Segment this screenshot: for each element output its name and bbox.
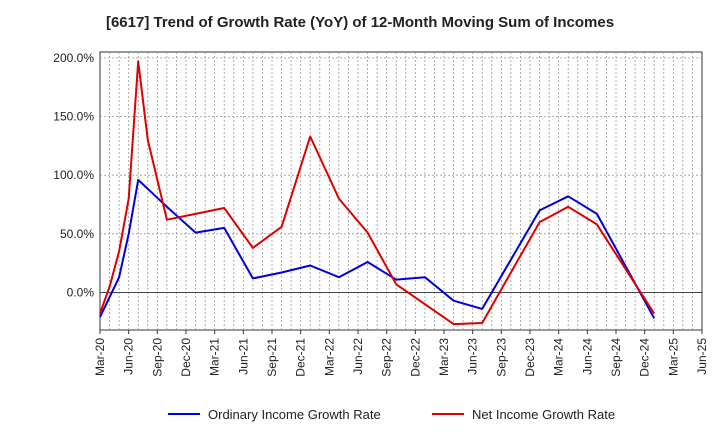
x-tick-label: Dec-22 bbox=[408, 338, 422, 377]
x-tick-label: Mar-23 bbox=[437, 338, 451, 376]
chart-title: [6617] Trend of Growth Rate (YoY) of 12-… bbox=[106, 14, 614, 31]
x-tick-label: Jun-22 bbox=[351, 338, 365, 375]
y-tick-label: 150.0% bbox=[53, 110, 94, 124]
legend: Ordinary Income Growth Rate Net Income G… bbox=[168, 407, 615, 422]
horizontal-gridlines bbox=[100, 57, 702, 293]
x-tick-label: Mar-25 bbox=[666, 338, 680, 376]
y-axis-tick-labels: 200.0% 150.0% 100.0% 50.0% 0.0% bbox=[53, 51, 94, 300]
x-tick-label: Mar-24 bbox=[552, 338, 566, 376]
series-lines bbox=[99, 60, 656, 326]
y-tick-label: 50.0% bbox=[60, 227, 94, 241]
x-tick-label: Dec-20 bbox=[179, 338, 193, 377]
legend-label-net-income: Net Income Growth Rate bbox=[472, 407, 615, 422]
x-tick-label: Sep-23 bbox=[494, 338, 508, 377]
y-tick-label: 200.0% bbox=[53, 51, 94, 65]
series-line-0 bbox=[99, 178, 656, 319]
x-tick-label: Dec-24 bbox=[638, 338, 652, 377]
x-tick-label: Jun-24 bbox=[580, 338, 594, 375]
x-tick-label: Sep-22 bbox=[380, 338, 394, 377]
x-tick-label: Jun-23 bbox=[466, 338, 480, 375]
x-tick-label: Mar-20 bbox=[93, 338, 107, 376]
x-tick-label: Jun-25 bbox=[695, 338, 709, 375]
x-tick-label: Mar-22 bbox=[322, 338, 336, 376]
x-tick-label: Dec-23 bbox=[523, 338, 537, 377]
x-tick-label: Jun-21 bbox=[236, 338, 250, 375]
x-tick-label: Jun-20 bbox=[122, 338, 136, 375]
legend-label-ordinary-income: Ordinary Income Growth Rate bbox=[208, 407, 381, 422]
x-tick-label: Sep-24 bbox=[609, 338, 623, 377]
x-axis-tick-labels: Mar-20 Jun-20 Sep-20 Dec-20 Mar-21 Jun-21 Sep-… bbox=[93, 330, 709, 377]
y-tick-label: 0.0% bbox=[67, 285, 95, 299]
y-tick-label: 100.0% bbox=[53, 168, 94, 182]
plot-area bbox=[99, 51, 703, 331]
x-tick-label: Sep-20 bbox=[150, 338, 164, 377]
x-tick-label: Sep-21 bbox=[265, 338, 279, 377]
x-tick-label: Mar-21 bbox=[208, 338, 222, 376]
series-line-1 bbox=[99, 60, 656, 326]
x-tick-label: Dec-21 bbox=[294, 338, 308, 377]
